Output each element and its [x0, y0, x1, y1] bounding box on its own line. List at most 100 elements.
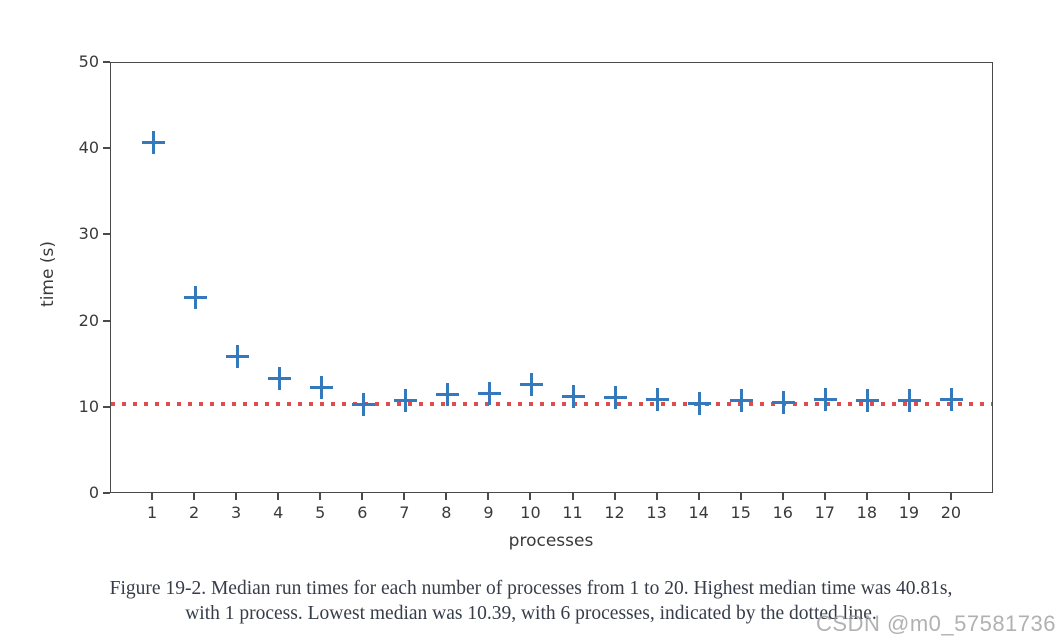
y-tick-label: 10	[78, 396, 99, 416]
marker-vertical-stroke	[614, 385, 618, 409]
marker-vertical-stroke	[529, 373, 533, 397]
x-tick-label: 3	[231, 503, 242, 522]
plot-area	[110, 62, 993, 493]
marker-vertical-stroke	[782, 391, 786, 415]
x-axis-tick	[655, 493, 658, 500]
x-axis-tick	[823, 493, 826, 500]
data-point-marker	[940, 387, 964, 411]
x-axis-tick	[235, 493, 238, 500]
x-axis-tick	[151, 493, 154, 500]
y-axis-tick	[103, 147, 110, 150]
marker-vertical-stroke	[572, 385, 576, 409]
x-axis-tick	[865, 493, 868, 500]
data-point-marker	[141, 130, 165, 154]
y-axis-label: time (s)	[38, 241, 58, 307]
x-axis-label: processes	[508, 531, 594, 551]
x-tick-label: 14	[688, 503, 709, 522]
x-tick-label: 19	[898, 503, 920, 522]
marker-vertical-stroke	[403, 388, 407, 412]
marker-vertical-stroke	[908, 388, 912, 412]
x-axis-tick	[697, 493, 700, 500]
data-point-marker	[225, 345, 249, 369]
marker-vertical-stroke	[193, 285, 197, 309]
x-tick-label: 18	[856, 503, 878, 522]
x-tick-label: 4	[273, 503, 284, 522]
x-axis-tick	[613, 493, 616, 500]
x-tick-label: 6	[357, 503, 368, 522]
data-point-marker	[730, 388, 754, 412]
x-axis-tick	[319, 493, 322, 500]
x-tick-label: 2	[189, 503, 200, 522]
x-tick-label: 10	[520, 503, 541, 522]
data-point-marker	[646, 387, 670, 411]
x-tick-label: 15	[730, 503, 751, 522]
x-tick-label: 11	[562, 503, 583, 522]
x-tick-label: 1	[146, 503, 158, 522]
marker-vertical-stroke	[361, 392, 365, 416]
data-point-marker	[898, 388, 922, 412]
marker-vertical-stroke	[151, 130, 155, 154]
x-axis-tick	[571, 493, 574, 500]
data-point-marker	[435, 383, 459, 407]
y-axis-tick	[103, 405, 110, 408]
marker-vertical-stroke	[740, 388, 744, 412]
data-point-marker	[267, 366, 291, 390]
marker-vertical-stroke	[319, 375, 323, 399]
figure-caption-line2: with 1 process. Lowest median was 10.39,…	[185, 603, 877, 624]
marker-vertical-stroke	[698, 391, 702, 415]
marker-vertical-stroke	[487, 381, 491, 405]
data-point-marker	[814, 387, 838, 411]
x-axis-tick	[739, 493, 742, 500]
x-axis-tick	[781, 493, 784, 500]
y-axis-tick	[103, 492, 110, 494]
x-tick-label: 7	[399, 503, 410, 522]
data-point-marker	[562, 385, 586, 409]
figure-caption: Figure 19-2. Median run times for each n…	[0, 576, 1062, 626]
x-axis-tick	[361, 493, 364, 500]
y-tick-label: 0	[88, 483, 99, 502]
y-tick-label: 50	[78, 52, 99, 71]
x-tick-label: 13	[646, 503, 667, 522]
marker-vertical-stroke	[824, 387, 828, 411]
y-tick-label: 30	[78, 224, 99, 244]
y-axis-tick	[103, 61, 110, 63]
x-axis-tick	[193, 493, 196, 500]
marker-vertical-stroke	[235, 345, 239, 369]
marker-vertical-stroke	[277, 366, 281, 390]
x-axis-tick	[403, 493, 406, 500]
data-point-marker	[183, 285, 207, 309]
data-point-marker	[856, 388, 880, 412]
data-point-marker	[351, 392, 375, 416]
x-axis-tick	[529, 493, 532, 500]
x-tick-label: 12	[604, 503, 625, 522]
y-tick-label: 40	[78, 138, 99, 158]
reference-dotted-line	[111, 402, 992, 407]
watermark-text: CSDN @m0_57581736	[816, 611, 1056, 636]
marker-vertical-stroke	[656, 387, 660, 411]
data-point-marker	[519, 373, 543, 397]
data-point-marker	[477, 381, 501, 405]
data-point-marker	[688, 391, 712, 415]
x-tick-label: 17	[814, 503, 835, 522]
marker-vertical-stroke	[445, 383, 449, 407]
figure-caption-line1: Figure 19-2. Median run times for each n…	[109, 578, 953, 599]
x-tick-label: 5	[315, 503, 326, 522]
marker-vertical-stroke	[950, 387, 954, 411]
x-tick-label: 16	[772, 503, 793, 522]
x-axis-tick	[949, 493, 952, 500]
x-axis-tick	[907, 493, 910, 500]
x-tick-label: 20	[940, 503, 962, 522]
y-tick-label: 20	[78, 310, 99, 330]
data-point-marker	[309, 375, 333, 399]
data-point-marker	[393, 388, 417, 412]
data-point-marker	[772, 391, 796, 415]
x-tick-label: 9	[483, 503, 494, 522]
y-axis-tick	[103, 233, 110, 236]
x-axis-tick	[445, 493, 448, 500]
y-axis-tick	[103, 319, 110, 322]
marker-vertical-stroke	[866, 388, 870, 412]
data-point-marker	[604, 385, 628, 409]
x-axis-tick	[277, 493, 280, 500]
x-axis-tick	[487, 493, 490, 500]
